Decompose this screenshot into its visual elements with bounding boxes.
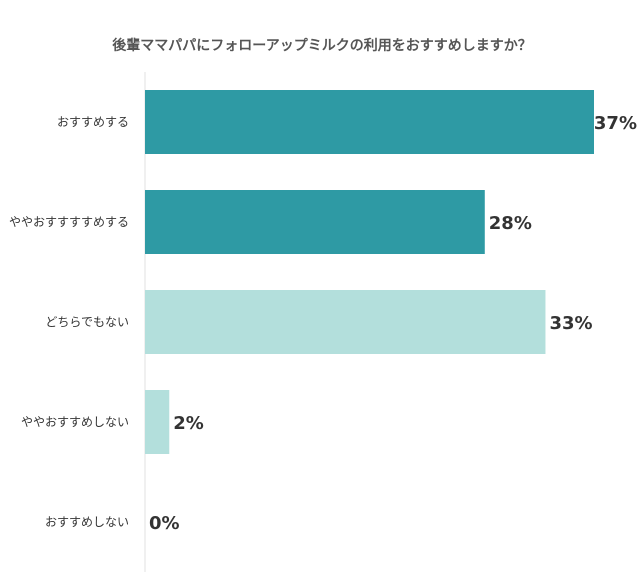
category-label: おすすめする xyxy=(57,115,129,129)
category-label: おすすめしない xyxy=(45,515,129,529)
category-label: ややおすすすすめする xyxy=(9,215,129,229)
bar xyxy=(145,390,170,454)
chart-title: 後輩ママパパにフォローアップミルクの利用をおすすめしますか？ xyxy=(112,37,531,54)
bar-group: おすすめする 37% ややおすすすすめする 28% どちらでもない 33% ややおすすめしな… xyxy=(9,90,637,534)
data-label: 33% xyxy=(549,313,592,334)
bar xyxy=(145,190,485,254)
data-label: 0% xyxy=(149,513,180,534)
data-label: 2% xyxy=(173,413,204,434)
bar xyxy=(145,90,594,154)
category-label: どちらでもない xyxy=(45,315,129,329)
data-label: 28% xyxy=(489,213,532,234)
data-label: 37% xyxy=(594,113,637,134)
category-label: ややおすすめしない xyxy=(21,415,129,429)
bar xyxy=(145,290,546,354)
